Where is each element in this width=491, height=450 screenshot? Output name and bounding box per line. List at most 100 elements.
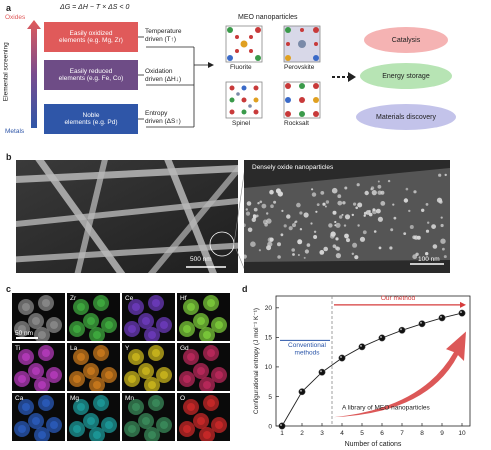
- eds-tile-mg: Mg: [67, 393, 120, 441]
- our-method-arrowhead: [460, 301, 466, 308]
- y-tick-label: 5: [268, 394, 272, 401]
- panel-c-letter: c: [6, 284, 12, 294]
- data-point-highlight: [360, 344, 362, 347]
- potential-label: Oxidation potential: [12, 51, 19, 93]
- driver-entropy-line2: driven (ΔS↑): [145, 117, 181, 125]
- x-tick-label: 7: [400, 430, 404, 437]
- data-point-highlight: [440, 315, 442, 318]
- eds-tile-zr: Zr: [67, 293, 120, 341]
- eds-tile-la: La: [67, 343, 120, 391]
- y-tick-label: 10: [265, 364, 273, 371]
- driver-temperature: Temperature driven (T↑): [145, 28, 182, 43]
- panel-d-letter: d: [242, 284, 248, 294]
- rocksalt-structure: [283, 81, 321, 119]
- data-point-highlight: [380, 335, 382, 338]
- fluorite-structure: [225, 25, 263, 63]
- eds-map: [14, 295, 62, 341]
- structure-perovskite: Perovskite: [284, 64, 315, 71]
- eds-mapping-grid: 50 nm Zr Ce Hf Ti La Y Gd Ca Mg Mn O: [12, 293, 232, 448]
- bar-noble-line2: elements (e.g. Pd): [64, 119, 118, 126]
- data-point: [418, 320, 426, 328]
- structure-fluorite: Fluorite: [230, 64, 252, 71]
- eds-tile-ti: Ti: [12, 343, 65, 391]
- driver-entropy-line1: Entropy: [145, 110, 168, 117]
- y-axis-label: Configurational entropy (J mol⁻¹ K⁻¹): [253, 308, 260, 414]
- panel-a-letter: a: [6, 3, 12, 13]
- structure-rocksalt: Rocksalt: [284, 120, 309, 127]
- data-point: [378, 334, 386, 342]
- eds-map: [124, 345, 172, 391]
- spinel-structure: [225, 81, 263, 119]
- plot-frame: [275, 295, 471, 427]
- conventional-label: methods: [295, 349, 321, 356]
- eds-element-label: La: [70, 345, 78, 352]
- scale-bar-right: 100 nm: [418, 256, 440, 263]
- bar-oxidized: Easily oxidized elements (e.g. Mg, Zr): [44, 22, 138, 52]
- eds-map: [14, 345, 62, 391]
- data-point-highlight: [460, 311, 462, 314]
- x-tick-label: 2: [300, 430, 304, 437]
- data-point: [278, 422, 286, 430]
- y-tick-label: 15: [265, 335, 273, 342]
- y-tick-label: 0: [268, 423, 272, 430]
- perovskite-structure: [283, 25, 321, 63]
- driver-oxidation-line1: Oxidation: [145, 68, 173, 75]
- bar-reduced-line2: elements (e.g. Fe, Co): [58, 75, 124, 82]
- bar-noble-line1: Noble: [82, 111, 100, 119]
- conventional-label: Conventional: [288, 342, 326, 349]
- our-method-label: Our method: [381, 295, 416, 302]
- x-tick-label: 1: [280, 430, 284, 437]
- structure-spinel: Spinel: [232, 120, 251, 127]
- eds-tile-haadf: 50 nm: [12, 293, 65, 341]
- driver-temperature-line1: Temperature: [145, 28, 182, 35]
- x-tick-label: 5: [360, 430, 364, 437]
- entropy-chart: 1 2 3 4 5 6 7 8 9 10 0 5 10 15 20 Number of cations Conf…: [253, 295, 471, 448]
- entropy-line: [281, 312, 463, 427]
- axis-bottom-label: Metals: [5, 128, 25, 135]
- x-axis-label: Number of cations: [345, 441, 402, 448]
- x-tick-label: 6: [380, 430, 384, 437]
- x-tick-label: 9: [440, 430, 444, 437]
- eds-tile-y: Y: [122, 343, 175, 391]
- oxidation-potential-arrow: [27, 20, 41, 128]
- app-catalysis: Catalysis: [364, 27, 448, 53]
- eds-tile-hf: Hf: [177, 293, 230, 341]
- eds-map: [179, 395, 227, 441]
- driver-oxidation-line2: driven (ΔH↓): [145, 75, 182, 83]
- eds-element-label: O: [180, 395, 186, 402]
- data-point: [398, 326, 406, 334]
- flow-connector: [138, 36, 214, 128]
- eds-map: [179, 345, 227, 391]
- data-point: [318, 368, 326, 376]
- data-point: [338, 354, 346, 362]
- meo-title: MEO nanoparticles: [238, 14, 298, 21]
- eds-element-label: Mg: [70, 395, 80, 402]
- eds-scale-label: 50 nm: [15, 330, 34, 337]
- data-point: [438, 314, 446, 322]
- data-point: [358, 343, 366, 351]
- free-energy-equation: ΔG = ΔH − T × ΔS < 0: [60, 4, 130, 11]
- eds-tile-ca: Ca: [12, 393, 65, 441]
- crystal-structures: [225, 25, 321, 119]
- eds-element-label: Y: [125, 345, 130, 352]
- panel-b-letter: b: [6, 152, 12, 162]
- bar-reduced-line1: Easily reduced: [69, 67, 113, 75]
- screening-label: Elemental screening: [2, 42, 10, 102]
- app-energy-storage-label: Energy storage: [382, 72, 430, 80]
- app-energy-storage: Energy storage: [360, 63, 452, 89]
- driver-temperature-line2: driven (T↑): [145, 35, 177, 43]
- eds-element-label: Zr: [70, 295, 77, 302]
- eds-element-label: Gd: [180, 345, 189, 352]
- app-materials-discovery-label: Materials discovery: [376, 113, 436, 121]
- x-tick-label: 8: [420, 430, 424, 437]
- library-arrow: [334, 331, 466, 418]
- axis-top-label: Oxides: [5, 14, 26, 21]
- eds-element-label: Hf: [180, 295, 187, 302]
- eds-map: [179, 295, 227, 341]
- eds-map: [14, 395, 62, 441]
- eds-element-label: Ce: [125, 295, 134, 302]
- data-point: [458, 309, 466, 317]
- bar-oxidized-line2: elements (e.g. Mg, Zr): [59, 37, 123, 44]
- eds-map: [124, 295, 172, 341]
- eds-tile-mn: Mn: [122, 393, 175, 441]
